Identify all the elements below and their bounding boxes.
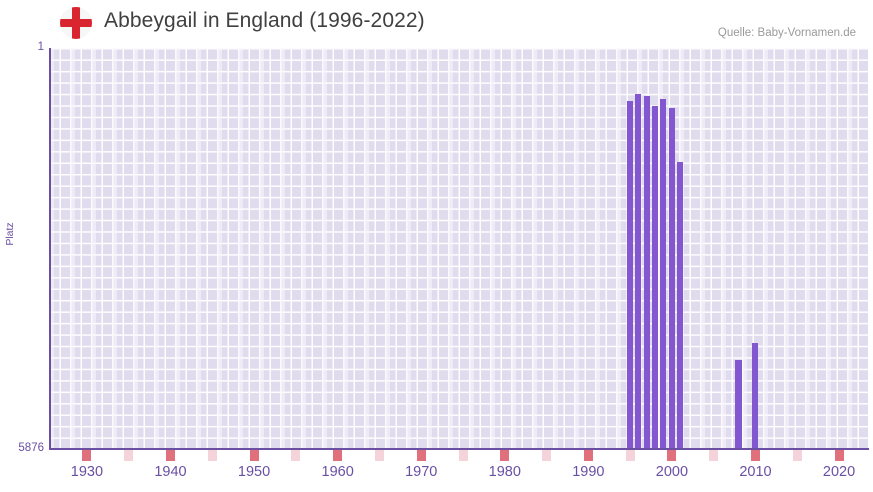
x-axis-tick <box>166 450 175 461</box>
x-axis-tick <box>249 450 259 461</box>
england-flag-icon <box>60 7 92 39</box>
x-axis-minor-tick <box>124 450 134 461</box>
x-axis-minor-tick <box>792 450 802 461</box>
bar <box>651 105 659 449</box>
x-axis-minor-tick <box>542 450 552 461</box>
chart-header: Abbeygail in England (1996-2022) Quelle:… <box>0 0 873 48</box>
x-axis-tick <box>751 450 760 461</box>
bar <box>626 100 633 449</box>
page-title: Abbeygail in England (1996-2022) <box>104 9 425 32</box>
x-axis-tick <box>500 450 510 461</box>
y-axis-line <box>49 48 51 450</box>
x-axis-tick-label: 1930 <box>70 464 104 480</box>
y-axis-tick-top: 1 <box>37 41 44 53</box>
x-axis-tick <box>834 450 844 461</box>
x-axis-minor-tick <box>458 450 468 461</box>
x-axis-tick-label: 1960 <box>321 464 354 480</box>
x-axis-tick <box>333 450 343 461</box>
x-axis-minor-tick <box>709 450 719 461</box>
bar <box>635 94 642 449</box>
bar <box>668 107 675 449</box>
x-axis-tick-label: 1980 <box>488 464 521 480</box>
x-axis-tick <box>667 450 677 461</box>
x-axis-minor-tick <box>291 450 301 461</box>
y-axis-tick-bottom: 5876 <box>18 442 44 454</box>
x-axis-tick <box>416 450 426 461</box>
source-label: Quelle: Baby-Vornamen.de <box>717 27 856 39</box>
x-axis-tick <box>82 450 92 461</box>
bar <box>735 360 742 449</box>
flag-cross-vertical <box>72 7 80 39</box>
chart-grid-wash <box>49 48 868 449</box>
x-axis-tick-label: 2010 <box>739 464 772 480</box>
chart-plot-area <box>49 48 868 449</box>
x-axis-tick-label: 1950 <box>237 464 271 480</box>
x-axis-minor-tick <box>625 450 635 461</box>
bar <box>643 96 650 449</box>
y-axis-label: Platz <box>4 222 16 246</box>
x-axis-tick-label: 2000 <box>655 464 689 480</box>
x-axis: 1930 1940 1950 1960 1970 1980 1990 2000 2010 2020 <box>0 450 873 492</box>
x-axis-tick-label: 1990 <box>572 464 605 480</box>
x-axis-line <box>49 448 869 450</box>
bar <box>660 98 667 449</box>
x-axis-tick-label: 1970 <box>405 464 438 480</box>
x-axis-tick-label: 1940 <box>154 464 187 480</box>
bar <box>676 162 684 449</box>
x-axis-minor-tick <box>207 450 217 461</box>
x-axis-tick <box>583 450 593 461</box>
bar <box>752 343 759 449</box>
x-axis-tick-label: 2020 <box>822 464 856 480</box>
x-axis-minor-tick <box>374 450 384 461</box>
